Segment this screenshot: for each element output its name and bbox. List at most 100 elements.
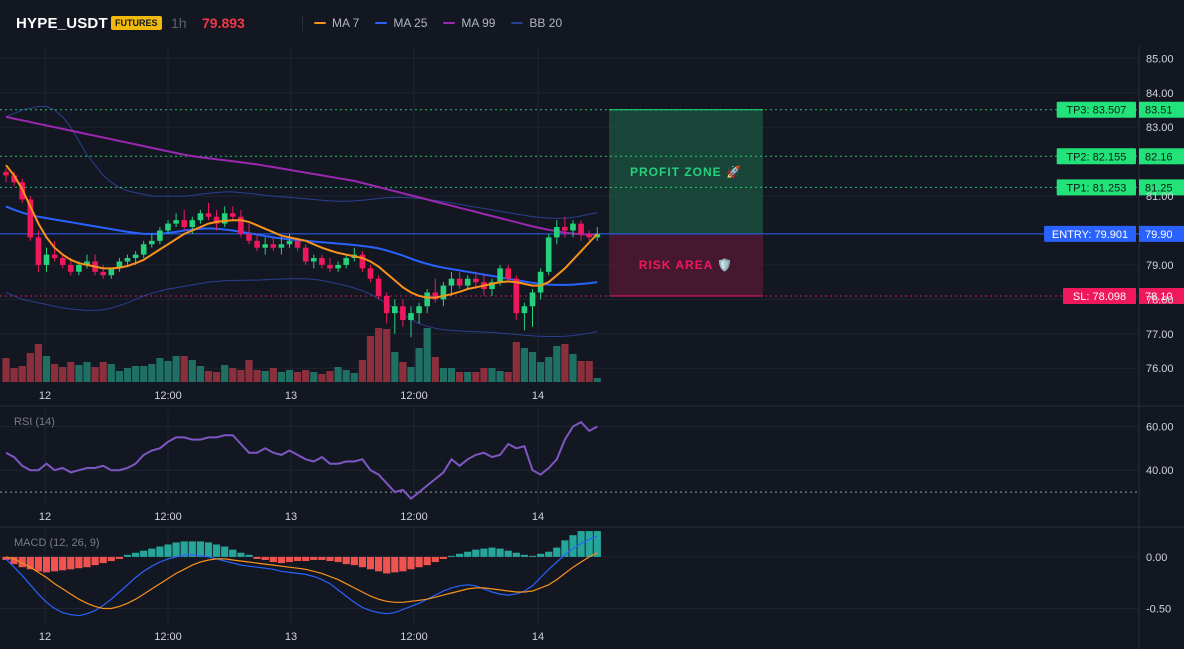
ma25-swatch	[375, 22, 388, 24]
volume-bar	[342, 370, 350, 382]
legend-ma7[interactable]: MA 7	[314, 16, 359, 30]
volume-bar	[213, 372, 221, 382]
candle-body	[100, 271, 106, 276]
legend-bb20[interactable]: BB 20	[511, 16, 562, 30]
macd-histogram-bar	[569, 535, 577, 557]
candle-body	[473, 278, 479, 283]
time-tick-label: 13	[285, 631, 297, 643]
candle-body	[497, 268, 503, 283]
candle-body	[84, 261, 90, 265]
macd-histogram-bar	[285, 556, 294, 563]
sl-level-label: SL: 78.098	[1073, 291, 1126, 303]
macd-histogram-bar	[237, 552, 245, 557]
volume-bar	[237, 370, 245, 382]
candle-body	[456, 278, 463, 286]
macd-histogram-bar	[464, 551, 472, 557]
bb-lower-line	[5, 278, 598, 337]
candle-body	[43, 254, 50, 265]
volume-bar	[51, 364, 59, 382]
candle-body	[68, 264, 74, 272]
bb20-swatch	[511, 22, 524, 24]
macd-histogram-bar	[496, 548, 504, 557]
macd-histogram-bar	[269, 556, 277, 563]
candle-body	[383, 295, 390, 314]
tp2-axis-tag	[1139, 148, 1184, 165]
volume-bar	[431, 357, 439, 382]
volume-bar	[285, 370, 294, 382]
macd-histogram-bar	[261, 556, 269, 560]
macd-histogram-bar	[34, 556, 42, 572]
ma7-line	[5, 164, 599, 299]
volume-bar	[67, 362, 75, 382]
macd-histogram-bar	[310, 556, 318, 560]
macd-histogram-bar	[115, 556, 123, 559]
candle-body	[262, 244, 268, 248]
macd-histogram-bar	[431, 556, 439, 563]
volume-bar	[399, 362, 407, 382]
volume-bar	[196, 366, 204, 382]
candle-body	[165, 223, 171, 231]
macd-histogram-bar	[407, 556, 415, 570]
candle-body	[197, 213, 204, 221]
macd-histogram-bar	[456, 553, 464, 557]
time-tick-label: 12:00	[400, 511, 428, 523]
symbol-name[interactable]: HYPE_USDT	[16, 14, 108, 32]
candle-body	[448, 278, 455, 286]
macd-title: MACD (12, 26, 9)	[14, 537, 100, 549]
macd-histogram-bar	[107, 556, 115, 562]
rsi-title: RSI (14)	[14, 416, 55, 428]
macd-histogram-bar	[447, 555, 456, 557]
candle-body	[278, 244, 285, 248]
tp1-axis-tag	[1139, 179, 1184, 196]
macd-histogram-bar	[294, 556, 302, 562]
candle-body	[35, 237, 42, 265]
volume-bar	[512, 342, 520, 382]
candle-body	[529, 292, 536, 307]
candle-body	[343, 258, 349, 265]
tp1-axis-label: 81.25	[1145, 182, 1173, 194]
volume-bar	[42, 356, 51, 382]
candle-body	[464, 278, 471, 286]
risk-zone	[609, 233, 763, 296]
volume-bar	[140, 366, 148, 382]
macd-histogram-bar	[2, 556, 10, 560]
volume-bar	[375, 328, 383, 382]
candle-body	[537, 271, 544, 293]
volume-bar	[164, 361, 172, 382]
candle-body	[76, 264, 82, 272]
price-tick-label: 81.00	[1146, 191, 1174, 203]
macd-histogram-bar	[91, 556, 99, 566]
header-divider	[302, 15, 303, 31]
time-tick-label: 12	[39, 390, 51, 402]
macd-histogram-bar	[593, 531, 601, 557]
macd-histogram-bar	[342, 556, 350, 565]
macd-histogram-bar	[245, 554, 253, 557]
macd-histogram-bar	[188, 541, 196, 557]
bb-upper-line	[5, 106, 598, 219]
macd-histogram-bar	[67, 556, 75, 570]
candle-body	[238, 216, 244, 234]
volume-bar	[123, 368, 132, 382]
volume-bar	[447, 368, 456, 382]
rsi-tick-label: 40.00	[1146, 465, 1174, 477]
legend-ma99[interactable]: MA 99	[443, 16, 495, 30]
volume-bar	[156, 358, 164, 382]
candle-body	[440, 285, 447, 300]
volume-bar	[545, 357, 553, 382]
macd-histogram-bar	[528, 555, 537, 557]
candle-body	[294, 240, 301, 248]
price-tick-label: 79.00	[1146, 260, 1174, 272]
candle-body	[505, 268, 511, 279]
macd-histogram-bar	[439, 556, 447, 559]
macd-histogram-bar	[302, 556, 310, 562]
interval-label[interactable]: 1h	[171, 15, 187, 31]
candle-body	[408, 313, 414, 321]
volume-bar	[10, 368, 18, 382]
macd-histogram-bar	[221, 546, 229, 557]
legend-ma25[interactable]: MA 25	[375, 16, 427, 30]
volume-bar	[172, 356, 180, 382]
time-tick-label: 12	[39, 631, 51, 643]
volume-bar	[366, 336, 375, 382]
volume-bar	[75, 365, 83, 382]
